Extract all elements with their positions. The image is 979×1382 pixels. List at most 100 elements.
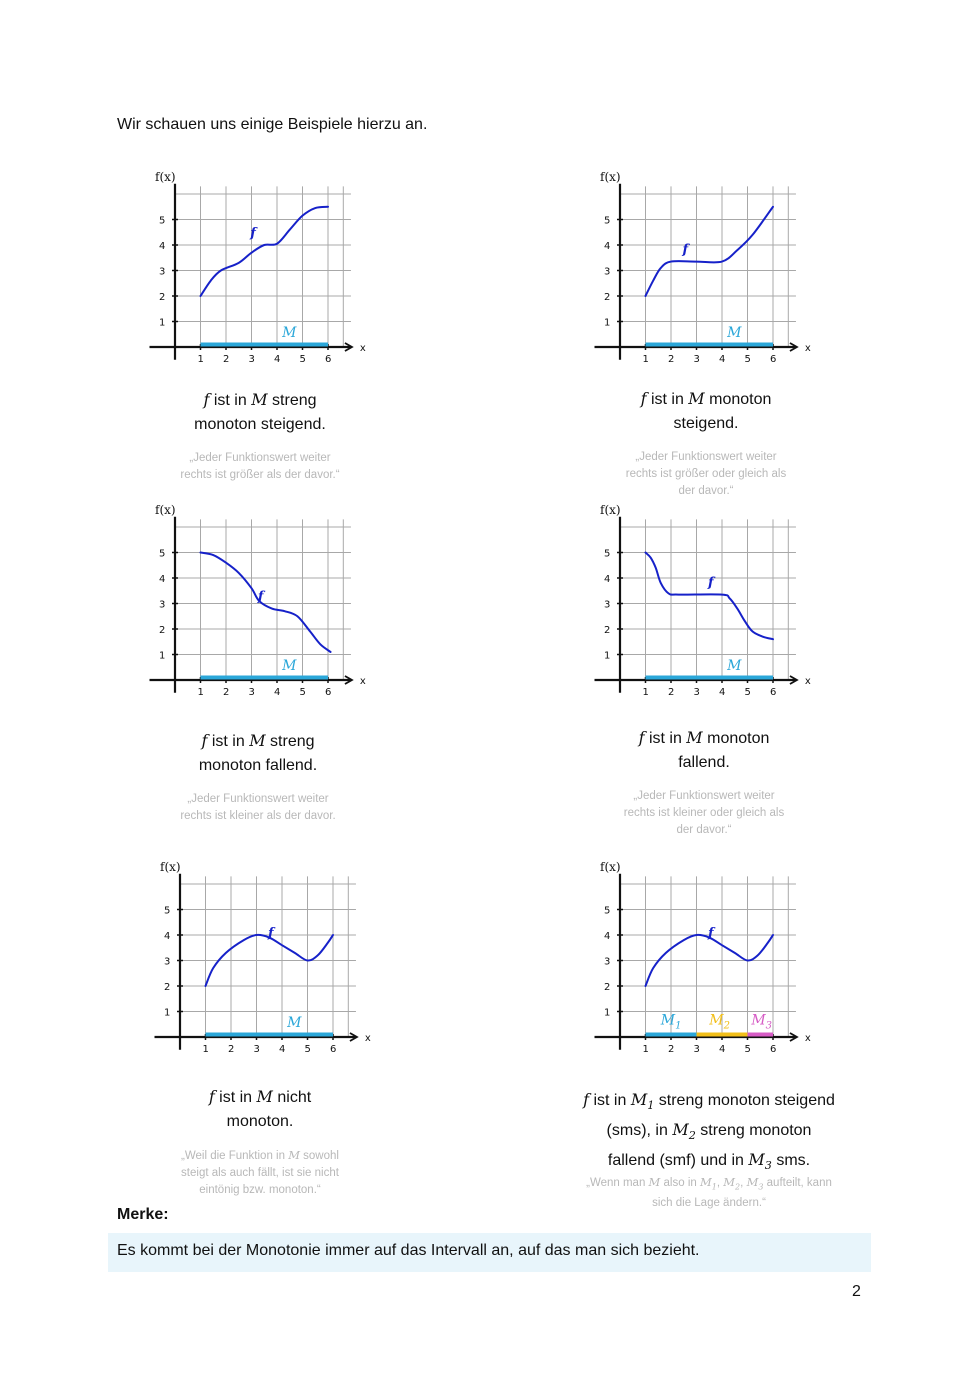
text-line: „Jeder Funktionswert weiter bbox=[189, 452, 331, 464]
y-axis-label: f(x) bbox=[155, 503, 176, 517]
x-tick-label: 4 bbox=[274, 354, 280, 365]
text-line: f ist in M streng bbox=[201, 731, 315, 750]
x-axis-label: x bbox=[360, 343, 366, 354]
x-tick-label: 2 bbox=[668, 354, 674, 365]
y-tick-label: 1 bbox=[164, 1008, 170, 1019]
math-symbol: M bbox=[251, 390, 268, 409]
math-symbol: M bbox=[688, 389, 705, 408]
text-line: rechts ist kleiner oder gleich als bbox=[623, 807, 785, 819]
y-axis-label: f(x) bbox=[600, 860, 621, 874]
x-tick-label: 6 bbox=[770, 1044, 776, 1055]
function-label: f bbox=[267, 926, 276, 941]
text-line: „Jeder Funktionswert weiter bbox=[187, 793, 329, 805]
x-axis-arrow bbox=[789, 342, 799, 352]
y-tick-label: 5 bbox=[164, 906, 170, 917]
interval-label: M bbox=[286, 1015, 302, 1031]
x-axis-label: x bbox=[805, 1033, 811, 1044]
x-tick-label: 2 bbox=[668, 687, 674, 698]
x-axis-arrow bbox=[789, 1032, 799, 1042]
function-curve bbox=[644, 205, 774, 297]
function-curve bbox=[199, 205, 329, 297]
text-line: (sms), in M2 streng monoton bbox=[606, 1120, 812, 1143]
x-tick-label: 1 bbox=[198, 687, 204, 698]
math-symbol: M bbox=[648, 1175, 661, 1189]
text-line: der davor.“ bbox=[678, 485, 734, 497]
x-tick-label: 2 bbox=[228, 1044, 234, 1055]
x-tick-label: 5 bbox=[300, 354, 306, 365]
caption-strictly-decreasing: f ist in M streng monoton fallend. bbox=[148, 729, 368, 778]
note-increasing: „Jeder Funktionswert weiter rechts ist gr… bbox=[596, 449, 816, 500]
math-symbol: M bbox=[256, 1087, 273, 1106]
math-symbol: M bbox=[686, 728, 703, 747]
x-tick-label: 4 bbox=[719, 1044, 725, 1055]
function-curve bbox=[644, 933, 774, 987]
y-tick-label: 1 bbox=[604, 651, 610, 662]
function-label: f bbox=[257, 590, 266, 605]
y-tick-label: 3 bbox=[159, 267, 165, 278]
note-strictly-increasing: „Jeder Funktionswert weiter rechts ist gr… bbox=[150, 450, 370, 484]
x-tick-label: 2 bbox=[223, 687, 229, 698]
x-tick-label: 1 bbox=[203, 1044, 209, 1055]
y-tick-label: 3 bbox=[159, 600, 165, 611]
math-symbol: M2 bbox=[672, 1120, 696, 1143]
y-tick-label: 5 bbox=[604, 216, 610, 227]
x-axis-label: x bbox=[360, 676, 366, 687]
text-line: steigt als auch fällt, ist sie nicht bbox=[181, 1167, 339, 1179]
caption-increasing: f ist in M monoton steigend. bbox=[596, 387, 816, 436]
y-tick-label: 4 bbox=[604, 574, 610, 585]
x-tick-label: 6 bbox=[330, 1044, 336, 1055]
text-line: steigend. bbox=[673, 415, 739, 432]
y-tick-label: 3 bbox=[604, 600, 610, 611]
y-tick-label: 3 bbox=[604, 267, 610, 278]
graph-split-intervals: 1 2 3 4 5 6 1 2 3 4 5 f(x) x M1 M2 M3 f bbox=[594, 860, 825, 1082]
interval-label: M bbox=[726, 658, 742, 674]
x-tick-label: 1 bbox=[643, 1044, 649, 1055]
y-tick-label: 4 bbox=[164, 931, 170, 942]
merke-title: Merke: bbox=[117, 1206, 169, 1223]
math-symbol: f bbox=[583, 1090, 590, 1109]
caption-decreasing: f ist in M monoton fallend. bbox=[594, 726, 814, 775]
graph-svg: 1 2 3 4 5 6 1 2 3 4 5 f(x) x Mf bbox=[594, 503, 811, 698]
note-not-monotone: „Weil die Funktion in M sowohl steigt als… bbox=[150, 1147, 370, 1199]
function-curve bbox=[199, 551, 332, 653]
x-tick-label: 4 bbox=[274, 687, 280, 698]
text-line: f ist in M streng bbox=[203, 390, 317, 409]
x-tick-label: 4 bbox=[719, 354, 725, 365]
text-line: f ist in M nicht bbox=[208, 1087, 312, 1106]
y-tick-label: 4 bbox=[159, 241, 165, 252]
math-symbol: M3 bbox=[748, 1150, 772, 1173]
x-tick-label: 3 bbox=[249, 354, 255, 365]
function-label: f bbox=[249, 226, 258, 241]
x-tick-label: 5 bbox=[300, 687, 306, 698]
x-tick-label: 5 bbox=[745, 354, 751, 365]
function-curve bbox=[204, 933, 334, 987]
interval-label: M bbox=[726, 325, 742, 341]
y-tick-label: 4 bbox=[159, 574, 165, 585]
y-axis-label: f(x) bbox=[160, 860, 181, 874]
text-line: monoton fallend. bbox=[198, 757, 318, 774]
text-line: monoton steigend. bbox=[194, 416, 326, 433]
text-line: f ist in M monoton bbox=[638, 728, 770, 747]
y-tick-label: 4 bbox=[604, 241, 610, 252]
y-tick-label: 2 bbox=[604, 625, 610, 636]
y-tick-label: 5 bbox=[604, 906, 610, 917]
interval-label: M2 bbox=[708, 1012, 730, 1031]
math-symbol: M3 bbox=[746, 1175, 764, 1192]
graph-svg: 1 2 3 4 5 6 1 2 3 4 5 f(x) x Mf bbox=[594, 170, 811, 365]
y-tick-label: 4 bbox=[604, 931, 610, 942]
text-line: fallend (smf) und in M3 sms. bbox=[607, 1150, 811, 1173]
math-symbol: M bbox=[288, 1148, 300, 1162]
text-line: rechts ist kleiner als der davor. bbox=[180, 810, 336, 822]
text-line: sich die Lage ändern.“ bbox=[652, 1197, 766, 1210]
x-axis-label: x bbox=[365, 1033, 371, 1044]
x-tick-label: 3 bbox=[254, 1044, 260, 1055]
text-line: „Jeder Funktionswert weiter bbox=[635, 451, 777, 463]
math-symbol: f bbox=[638, 728, 645, 747]
y-tick-label: 1 bbox=[159, 318, 165, 329]
